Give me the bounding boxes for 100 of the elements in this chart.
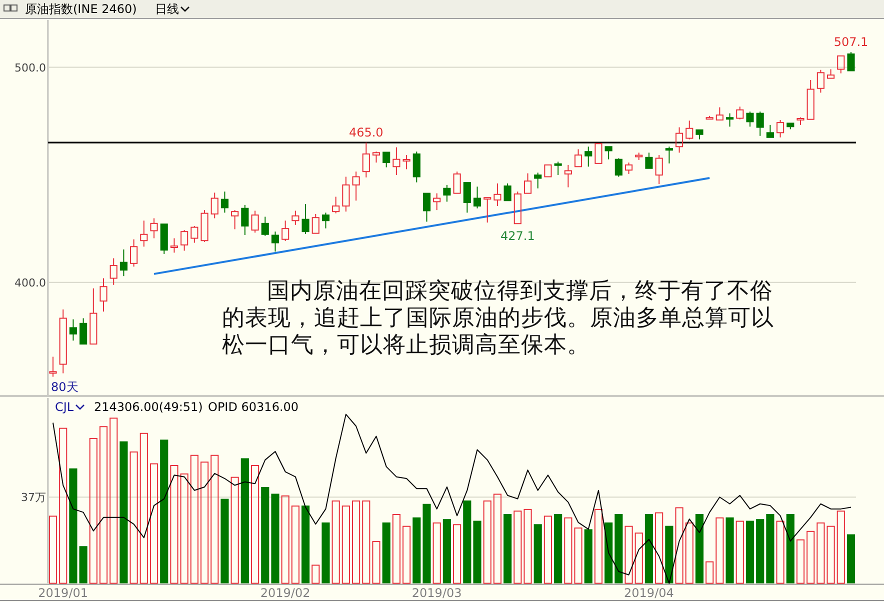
candlestick xyxy=(352,171,360,202)
x-tick-label: 2019/03 xyxy=(412,586,462,600)
bar xyxy=(210,454,219,584)
bar xyxy=(534,524,542,584)
chart-subtitle: 214306.00(49:51) xyxy=(94,400,203,414)
candlestick xyxy=(837,55,845,74)
bar xyxy=(412,517,421,584)
candlestick xyxy=(392,146,400,176)
bar xyxy=(230,476,239,584)
candlestick xyxy=(484,197,492,224)
candlestick xyxy=(645,152,653,169)
y-tick-label: 500.0 xyxy=(14,61,46,74)
bar xyxy=(322,522,330,584)
bar xyxy=(130,451,138,584)
candlestick xyxy=(766,124,774,138)
ref-line-label: 37万 xyxy=(21,491,46,504)
annotation: 国内原油在回踩突破位得到支撑后，终于有了不俗的表现，追赶上了国际原油的步伐。原油多单总算可以松一口气，可以将止损调高至保本。 xyxy=(222,278,775,359)
candlestick xyxy=(382,152,390,168)
candlestick xyxy=(574,148,582,168)
candlestick xyxy=(716,106,724,120)
bar xyxy=(392,514,400,584)
candlestick xyxy=(120,248,128,277)
bar xyxy=(170,465,178,584)
bar xyxy=(736,520,744,584)
chart-subtitle: 日线 xyxy=(155,2,179,16)
bar xyxy=(655,512,664,584)
bar xyxy=(342,506,350,584)
candlestick xyxy=(140,220,148,248)
bar xyxy=(786,514,794,584)
bar xyxy=(675,507,684,584)
bar xyxy=(493,494,502,584)
bar xyxy=(524,508,532,584)
bar xyxy=(312,564,320,584)
chart-title: 原油指数(INE 2460) xyxy=(25,2,137,16)
bar xyxy=(271,494,280,584)
x-tick-label: 2019/01 xyxy=(38,586,88,600)
bar xyxy=(432,522,441,584)
bar xyxy=(332,500,340,584)
bar xyxy=(99,426,108,584)
bar xyxy=(766,514,774,584)
annotation: 507.1 xyxy=(834,35,868,50)
candlestick xyxy=(463,182,471,214)
candlestick xyxy=(433,192,441,211)
bar xyxy=(442,519,451,584)
candlestick xyxy=(422,192,431,222)
bar xyxy=(352,500,360,584)
candlestick xyxy=(292,210,300,226)
candlestick xyxy=(90,288,98,345)
bar xyxy=(402,526,411,584)
bar xyxy=(291,506,300,584)
bar xyxy=(79,546,88,584)
bar xyxy=(806,530,815,584)
bar xyxy=(756,519,764,584)
bar xyxy=(69,468,78,584)
bar xyxy=(473,520,482,584)
bar xyxy=(463,500,472,584)
bar xyxy=(685,522,694,584)
candlestick xyxy=(342,176,350,212)
annotation: 427.1 xyxy=(500,229,535,244)
bar xyxy=(816,522,825,584)
candlestick xyxy=(544,164,552,178)
bar xyxy=(220,498,229,584)
x-tick-label: 2019/04 xyxy=(624,586,674,600)
bar xyxy=(59,428,68,584)
bar xyxy=(250,465,260,584)
bar xyxy=(89,438,98,584)
bar xyxy=(614,514,623,584)
bar xyxy=(644,514,654,584)
bar xyxy=(180,473,188,584)
bar xyxy=(362,500,370,584)
bar xyxy=(483,500,492,584)
candlestick xyxy=(604,146,612,160)
bar xyxy=(826,526,835,584)
candlestick xyxy=(594,143,602,164)
bar xyxy=(564,517,572,584)
bar xyxy=(240,458,249,584)
bar xyxy=(554,514,562,584)
bar xyxy=(584,529,592,584)
bar xyxy=(634,532,643,584)
bar xyxy=(261,486,270,584)
candlestick xyxy=(827,68,835,79)
bar xyxy=(514,510,522,584)
bar xyxy=(746,520,754,584)
bar xyxy=(382,522,390,584)
candlestick xyxy=(160,224,168,254)
bar xyxy=(665,526,674,584)
bar xyxy=(110,418,118,584)
bar xyxy=(200,462,209,584)
bar xyxy=(836,510,845,584)
candlestick xyxy=(524,172,532,194)
chart-title: CJL xyxy=(55,400,74,414)
bar xyxy=(150,463,158,584)
candlestick xyxy=(655,154,663,185)
candlestick xyxy=(494,182,502,206)
bar xyxy=(48,516,58,584)
candlestick xyxy=(806,79,814,120)
bar xyxy=(160,440,168,584)
y-tick-label: 400.0 xyxy=(14,276,46,290)
bar xyxy=(190,454,198,584)
annotation: 465.0 xyxy=(348,126,384,140)
